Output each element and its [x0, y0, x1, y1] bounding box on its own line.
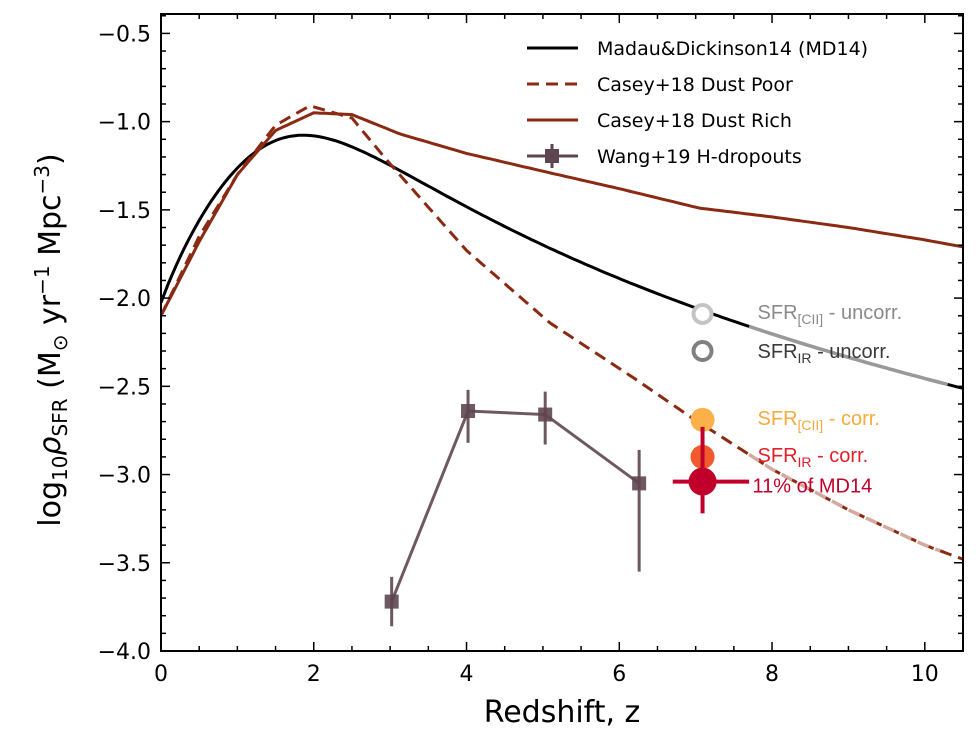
data-point-big-circle [688, 467, 717, 496]
data-point-square [538, 407, 553, 422]
annotation-main: 11% of MD14 [753, 476, 873, 498]
series-line-wang-19-h-dropouts [390, 409, 641, 603]
plot-frame [160, 13, 964, 652]
data-point-square [461, 404, 476, 419]
annotation-sub: [CII] [798, 311, 824, 327]
annotation-main: SFR [758, 445, 798, 467]
annotation-rest: - uncorr. [823, 302, 902, 324]
annotation-sub: [CII] [798, 417, 824, 433]
data-point-square [632, 476, 647, 491]
y-tick-label: −3.0 [98, 464, 151, 489]
legend: Madau&Dickinson14 (MD14) Casey+18 Dust Po… [527, 38, 868, 168]
annotation-rest: - corr. [812, 445, 869, 467]
x-tick-label: 0 [154, 662, 168, 687]
y-tick-label: −0.5 [98, 22, 151, 47]
y-tick-label: −2.5 [98, 375, 151, 400]
ylabel-sun: ⊙ [48, 335, 72, 352]
x-tick-label: 4 [460, 662, 474, 687]
x-tick-label: 10 [911, 662, 939, 687]
series-line-casey-18-dust-rich [161, 111, 963, 317]
x-tick-label: 8 [765, 662, 779, 687]
x-tick-label: 6 [612, 662, 626, 687]
x-tick-label: 2 [307, 662, 321, 687]
y-tick-label: −1.0 [98, 111, 151, 136]
ylabel-rho-sub: SFR [48, 398, 72, 436]
data-point-square [384, 594, 399, 609]
ylabel-log: log [33, 481, 68, 527]
ylabel-yr-sup: −1 [30, 265, 54, 294]
legend-label: Madau&Dickinson14 (MD14) [597, 38, 868, 60]
y-tick-label: −2.0 [98, 287, 151, 312]
data-point-filled-circle [690, 407, 715, 432]
series-faded-segment-madau-dickinson14-md14- [748, 324, 949, 387]
ylabel-mpc-sup: −3 [30, 165, 54, 194]
ylabel-units-open: (M [33, 351, 68, 398]
plot-content [161, 104, 963, 627]
plot-area: SFR[CII] - uncorr.SFRIR - uncorr.SFR[CII… [161, 104, 963, 627]
point-annotation: SFR[CII] - uncorr. [758, 302, 903, 327]
legend-label: Casey+18 Dust Rich [597, 110, 792, 132]
point-annotation: SFRIR - corr. [758, 445, 869, 470]
data-point-open-circle [691, 302, 714, 325]
annotation-sub: IR [798, 454, 812, 470]
series-line-casey-18-dust-poor [161, 104, 963, 561]
ylabel-rho: ρ [33, 437, 68, 456]
y-tick-label: −1.5 [98, 199, 151, 224]
legend-label: Casey+18 Dust Poor [597, 74, 793, 96]
annotation-rest: - uncorr. [812, 341, 891, 363]
annotation-main: SFR [758, 341, 798, 363]
annotation-rest: - corr. [823, 408, 880, 430]
annotation-main: SFR [758, 302, 798, 324]
y-tick-label: −4.0 [98, 640, 151, 665]
axes: 0 2 4 6 8 10 −4.0 −3.5 −3.0 −2.5 −2.0 −1.5 −1.0 −0.5 [98, 13, 964, 687]
ylabel-yr: yr [33, 294, 68, 334]
ylabel-log-sub: 10 [48, 456, 72, 481]
point-annotation: SFR[CII] - corr. [758, 408, 880, 433]
annotation-sub: IR [798, 350, 812, 366]
legend-label: Wang+19 H-dropouts [597, 146, 802, 168]
data-point-open-circle [691, 340, 714, 363]
point-annotation: 11% of MD14 [753, 476, 873, 498]
ylabel-mpc: Mpc [33, 194, 68, 265]
y-tick-label: −3.5 [98, 552, 151, 577]
ylabel-close: ) [33, 153, 68, 165]
legend-marker [545, 149, 559, 163]
x-axis-label: Redshift, z [484, 695, 641, 730]
annotation-main: SFR [758, 408, 798, 430]
y-axis-label: log10ρSFR (M⊙ yr−1 Mpc−3) [30, 153, 72, 527]
point-annotation: SFRIR - uncorr. [758, 341, 891, 366]
series-faded-segment-casey-18-dust-poor [748, 453, 941, 553]
